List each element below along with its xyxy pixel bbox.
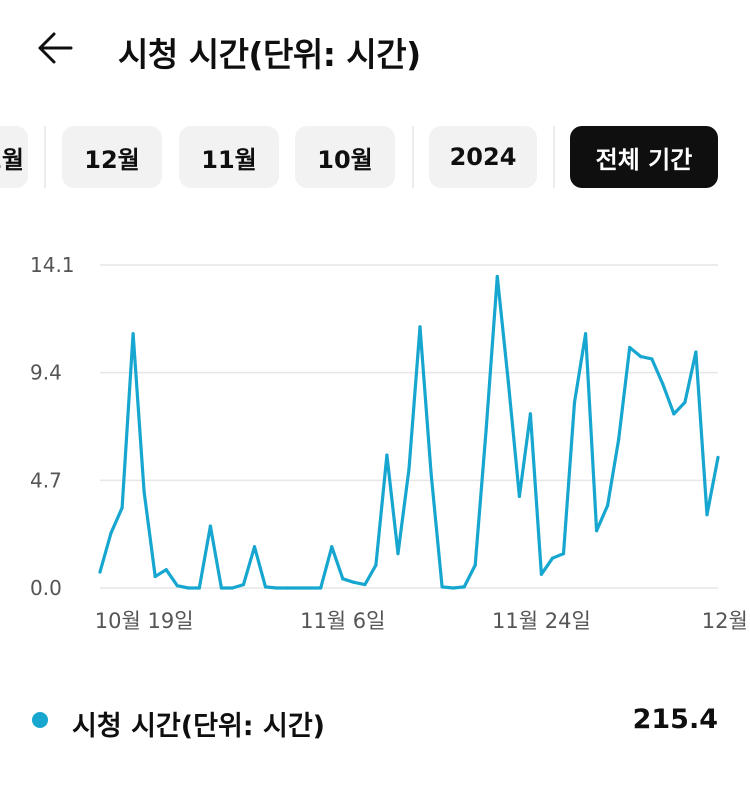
data-point	[572, 400, 577, 405]
data-point	[628, 345, 632, 350]
data-point	[661, 382, 665, 386]
data-point	[705, 513, 709, 517]
chart-grid	[100, 264, 718, 589]
data-point	[506, 380, 510, 384]
data-point	[606, 503, 610, 508]
y-tick-label: 0.0	[30, 576, 62, 600]
series-line-watch-time	[98, 274, 720, 590]
x-tick-label: 11월 24일	[492, 609, 591, 633]
x-tick-label: 11월 6일	[300, 609, 385, 633]
filter-chip-2024[interactable]: 2024	[429, 126, 537, 188]
x-tick-label: 10월 19일	[95, 609, 194, 633]
data-point	[142, 490, 146, 494]
data-point	[716, 455, 720, 460]
data-point	[341, 577, 345, 581]
data-point	[528, 412, 532, 416]
series-points	[98, 274, 720, 590]
data-point	[363, 582, 367, 587]
data-point	[617, 437, 621, 441]
data-point	[539, 572, 544, 576]
data-point	[418, 325, 422, 329]
data-point	[462, 585, 466, 589]
legend: 시청 시간(단위: 시간) 215.4	[0, 690, 750, 750]
period-filter-bar: 1월 12월 11월 10월 2024 전체 기간	[0, 126, 750, 188]
data-point	[109, 531, 113, 535]
data-point	[330, 545, 334, 549]
data-point	[561, 552, 566, 556]
data-point	[252, 545, 257, 549]
data-point	[120, 506, 124, 510]
data-point	[495, 274, 499, 279]
data-point	[550, 556, 555, 560]
data-point	[297, 586, 301, 590]
filter-divider	[553, 126, 555, 188]
data-point	[308, 586, 312, 590]
data-point	[583, 332, 588, 336]
filter-chip-all-time[interactable]: 전체 기간	[570, 126, 718, 188]
data-point	[230, 586, 235, 590]
data-point	[197, 586, 201, 590]
data-point	[440, 585, 444, 589]
data-point	[286, 586, 290, 590]
data-point	[208, 524, 212, 528]
watch-time-chart: 14.1 9.4 4.7 0.0 10월 19일 11월 6일 11월 24일 12월 13…	[30, 253, 750, 633]
x-tick-label: 12월 13일	[702, 609, 750, 633]
data-point	[683, 400, 687, 405]
data-point	[164, 568, 168, 572]
filter-divider	[44, 126, 46, 188]
legend-label: 시청 시간(단위: 시간)	[72, 711, 325, 742]
data-point	[263, 585, 268, 589]
filter-chip-jan[interactable]: 1월	[0, 126, 28, 188]
data-point	[385, 453, 389, 457]
data-point	[186, 586, 190, 590]
x-axis-ticks: 10월 19일 11월 6일 11월 24일 12월 13일	[95, 609, 750, 633]
data-point	[274, 586, 279, 590]
data-point	[396, 552, 400, 556]
filter-chip-dec[interactable]: 12월	[62, 126, 162, 188]
header: 시청 시간(단위: 시간)	[0, 0, 750, 100]
page-title: 시청 시간(단위: 시간)	[118, 35, 421, 74]
data-point	[451, 586, 455, 590]
data-point	[219, 586, 223, 590]
data-point	[639, 355, 643, 359]
filter-chip-oct[interactable]: 10월	[295, 126, 395, 188]
data-point	[650, 357, 654, 361]
legend-dot	[32, 712, 48, 728]
data-point	[241, 582, 246, 587]
data-point	[98, 570, 102, 574]
data-point	[473, 563, 477, 567]
arrow-left-icon	[38, 32, 73, 64]
legend-total-value: 215.4	[632, 704, 718, 735]
filter-chip-nov[interactable]: 11월	[179, 126, 279, 188]
y-tick-label: 9.4	[30, 361, 62, 385]
data-point	[153, 574, 157, 579]
filter-divider	[412, 126, 414, 188]
data-point	[407, 467, 411, 471]
data-point	[484, 426, 488, 430]
data-point	[319, 586, 323, 590]
y-axis-ticks: 14.1 9.4 4.7 0.0	[30, 253, 75, 600]
data-point	[694, 350, 698, 354]
data-point	[352, 580, 356, 584]
data-point	[429, 471, 433, 476]
y-tick-label: 14.1	[30, 253, 75, 277]
data-point	[131, 332, 135, 336]
y-tick-label: 4.7	[30, 468, 62, 492]
back-button[interactable]	[30, 26, 80, 70]
data-point	[374, 563, 378, 567]
data-point	[175, 584, 179, 588]
data-point	[672, 412, 676, 416]
data-point	[595, 529, 599, 533]
data-point	[517, 494, 521, 498]
